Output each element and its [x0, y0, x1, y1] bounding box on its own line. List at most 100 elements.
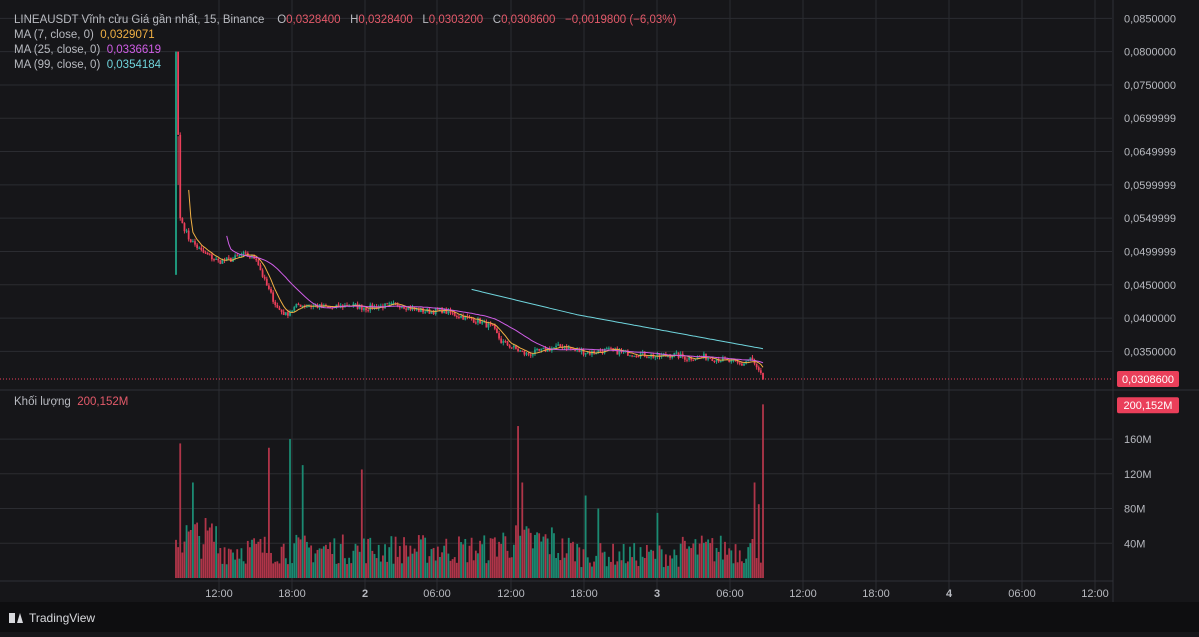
volume-bar [185, 525, 188, 578]
candle-body [386, 303, 389, 305]
candle-body [662, 354, 665, 356]
candle-body [762, 372, 764, 379]
candle-body [390, 303, 393, 305]
candle-body [557, 344, 560, 346]
candle-body [208, 254, 211, 256]
volume-bar [322, 546, 325, 578]
candle-body [580, 349, 583, 352]
ma7-row[interactable]: MA (7, close, 0) 0,0329071 [14, 28, 676, 43]
volume-bar [559, 560, 562, 578]
candle-body [206, 252, 209, 255]
volume-bar [409, 545, 412, 578]
volume-bar [403, 537, 405, 578]
candle-body [219, 260, 222, 264]
volume-bar [555, 558, 557, 578]
volume-bar [713, 561, 716, 578]
volume-value: 200,152M [77, 396, 129, 408]
volume-bar [360, 469, 363, 578]
candle-body [515, 345, 517, 349]
volume-bar [238, 558, 241, 578]
volume-bar [544, 534, 547, 578]
volume-bar [249, 547, 251, 578]
time-tick-label: 12:00 [205, 588, 233, 600]
candle-body [713, 360, 716, 362]
volume-bar [200, 558, 203, 578]
candle-body [375, 306, 378, 309]
candle-body [202, 249, 205, 253]
price-tick-label: 0,0800000 [1124, 47, 1176, 59]
volume-bar [662, 567, 665, 578]
candle-body [255, 258, 258, 261]
volume-bar [650, 549, 652, 578]
candle-body [398, 306, 401, 308]
volume-tick-label: 160M [1124, 434, 1152, 446]
price-tick-label: 0,0750000 [1124, 80, 1176, 92]
volume-bar [287, 564, 289, 578]
candle-body [586, 352, 589, 354]
volume-bar [236, 549, 239, 578]
volume-bar [299, 539, 302, 578]
tradingview-brand[interactable]: TradingView [9, 611, 95, 625]
volume-bar [375, 558, 378, 578]
price-tick-label: 0,0549999 [1124, 213, 1176, 225]
volume-bar [392, 563, 395, 578]
volume-bar [607, 556, 610, 578]
candle-body [175, 51, 177, 275]
volume-bar [470, 537, 473, 578]
candle-body [595, 353, 598, 355]
volume-bar [711, 538, 714, 578]
candle-body [527, 353, 530, 355]
volume-bar [485, 563, 488, 578]
volume-bar [496, 556, 498, 578]
volume-bar [377, 544, 380, 578]
candle-body [204, 252, 207, 254]
volume-bar [753, 482, 756, 578]
last-price-badge [1117, 370, 1179, 387]
candle-body [578, 349, 581, 352]
volume-bar [306, 541, 308, 578]
volume-legend[interactable]: Khối lượng 200,152M [14, 396, 128, 408]
volume-bar [542, 536, 545, 578]
volume-bar [517, 426, 519, 578]
volume-bar [284, 558, 287, 578]
volume-bar [534, 534, 536, 578]
candle-body [460, 316, 462, 318]
candle-body [477, 318, 479, 323]
symbol-title: LINEAUSDT Vĩnh cửu Giá gần nhất, 15, Bin… [14, 14, 265, 26]
volume-bar [367, 538, 370, 578]
volume-bar [268, 447, 270, 578]
candle-body [466, 315, 469, 317]
ma99-label: MA (99, close, 0) [14, 59, 101, 71]
volume-bar [261, 552, 264, 578]
volume-bar [658, 545, 661, 578]
ma25-row[interactable]: MA (25, close, 0) 0,0336619 [14, 43, 676, 58]
candle-body [293, 307, 296, 311]
candle-body [263, 276, 266, 279]
volume-bar [441, 552, 443, 578]
candle-body [567, 347, 570, 350]
ma99-row[interactable]: MA (99, close, 0) 0,0354184 [14, 58, 676, 73]
candle-body [354, 303, 357, 305]
volume-bar [187, 531, 190, 578]
volume-bar [717, 551, 720, 578]
volume-bar [177, 547, 180, 578]
volume-bar [755, 558, 758, 578]
volume-bar [394, 536, 397, 578]
volume-bar [204, 518, 207, 578]
volume-bar [504, 536, 507, 578]
candle-body [432, 311, 435, 314]
volume-bar [396, 556, 399, 578]
volume-bar [686, 548, 688, 578]
candle-body [430, 311, 433, 314]
candle-body [261, 270, 264, 277]
volume-bar [255, 543, 258, 578]
volume-bar [510, 557, 513, 578]
candle-body [183, 223, 186, 232]
volume-bar [574, 561, 576, 578]
volume-bar [498, 541, 500, 578]
volume-bar [464, 538, 467, 578]
time-tick-label: 18:00 [862, 588, 890, 600]
volume-bar [257, 541, 260, 578]
